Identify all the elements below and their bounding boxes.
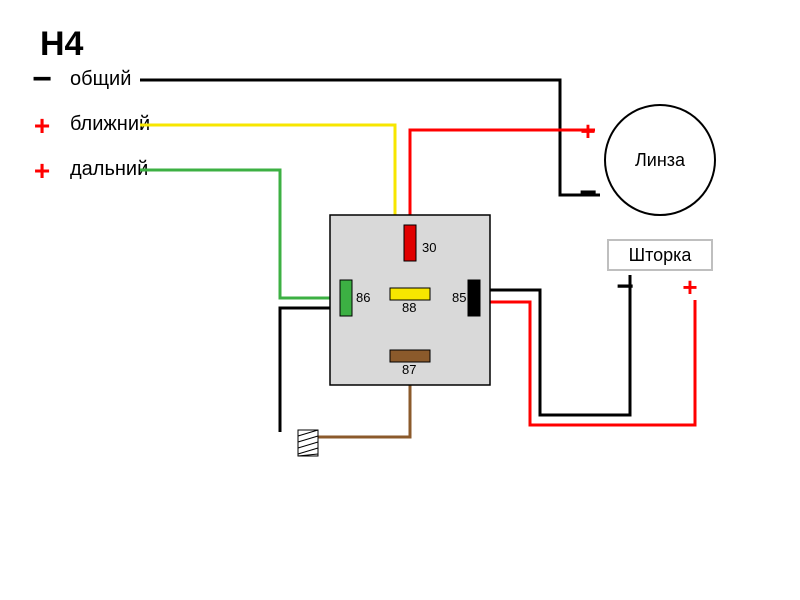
- pin-label-86: 86: [356, 290, 370, 305]
- shutter-plus: +: [682, 272, 697, 302]
- pin-label-30: 30: [422, 240, 436, 255]
- lens-label: Линза: [635, 150, 686, 170]
- legend-near-label: ближний: [70, 113, 150, 135]
- legend-near-symbol: +: [34, 110, 50, 141]
- lens-plus: +: [580, 116, 595, 146]
- wire-black-85-shutter-minus: [480, 275, 630, 415]
- ground-symbol: [298, 430, 318, 456]
- legend-far-label: дальний: [70, 158, 148, 180]
- legend-common-label: общий: [70, 68, 131, 90]
- wire-far-green: [155, 170, 340, 298]
- legend-far-symbol: +: [34, 155, 50, 186]
- relay-pin-85: [468, 280, 480, 316]
- wire-red-85-shutter-plus: [480, 300, 695, 425]
- relay-pin-30: [404, 225, 416, 261]
- pin-label-87: 87: [402, 362, 416, 377]
- wire-red-30-lens: [410, 130, 595, 225]
- legend-common-symbol: −: [32, 60, 52, 98]
- lens-minus: −: [579, 176, 597, 209]
- shutter-minus: −: [616, 270, 634, 303]
- wire-common-black: [140, 80, 600, 195]
- relay-pin-86: [340, 280, 352, 316]
- relay-pin-87: [390, 350, 430, 362]
- wiring-diagram: H4 − общий + ближний + дальний 30 88 86 …: [0, 0, 800, 600]
- shutter-label: Шторка: [629, 245, 693, 265]
- pin-label-85: 85: [452, 290, 466, 305]
- diagram-title: H4: [40, 25, 84, 63]
- relay-pin-88: [390, 288, 430, 300]
- pin-label-88: 88: [402, 300, 416, 315]
